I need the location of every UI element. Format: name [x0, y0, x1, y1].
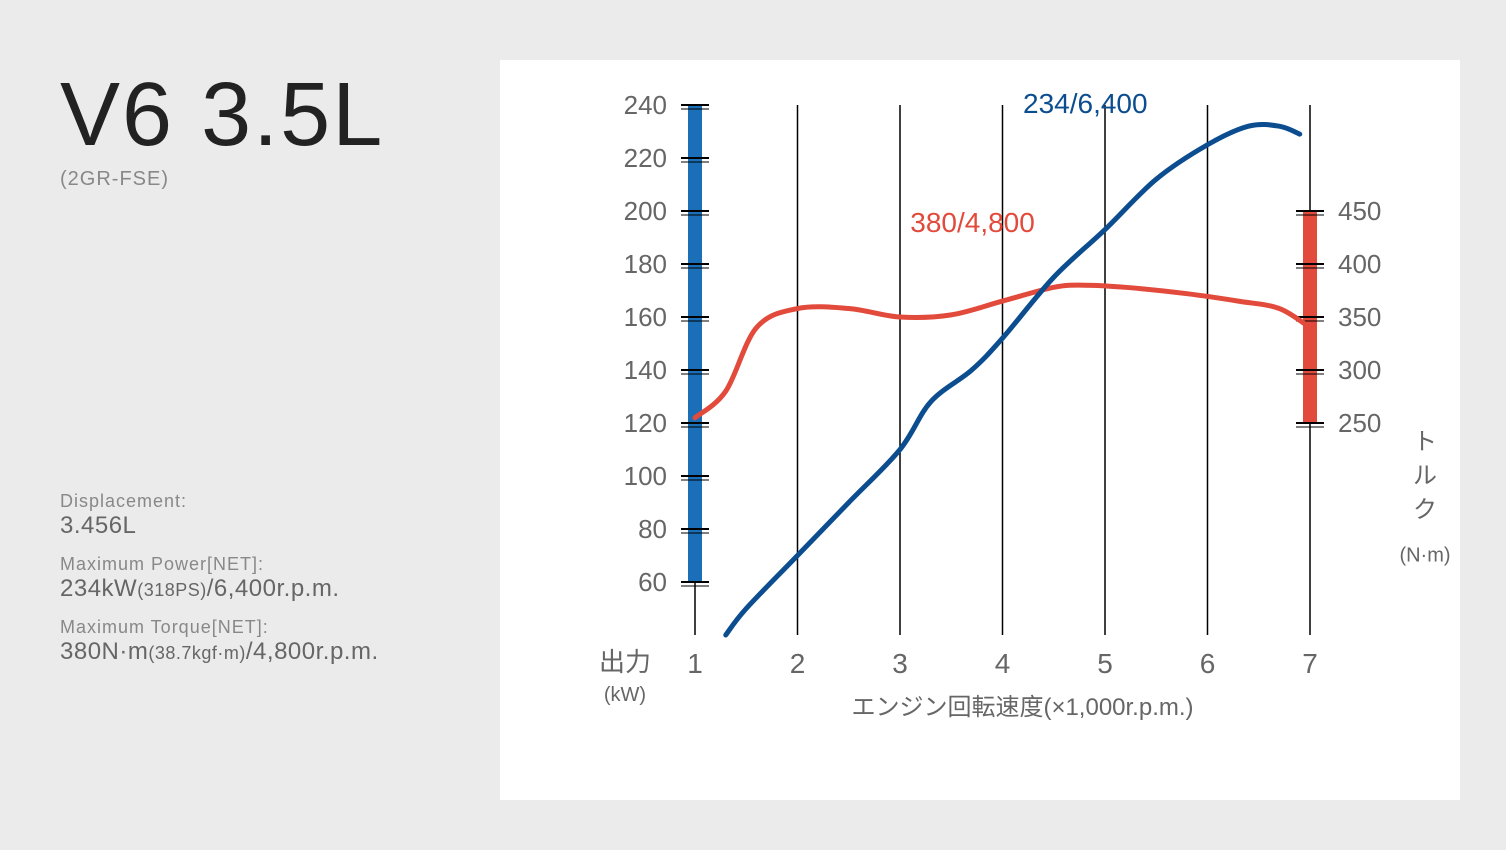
torque-value-main: 380N·m	[60, 638, 148, 665]
torque-value-paren: (38.7kgf·m)	[148, 643, 246, 663]
svg-text:エンジン回転速度(×1,000r.p.m.): エンジン回転速度(×1,000r.p.m.)	[851, 694, 1193, 721]
svg-text:220: 220	[624, 143, 667, 173]
power-value-paren: (318PS)	[137, 580, 207, 600]
displacement-value: 3.456L	[60, 512, 480, 540]
torque-label: Maximum Torque[NET]:	[60, 617, 480, 638]
svg-text:350: 350	[1338, 302, 1381, 332]
engine-title: V6 3.5L	[60, 70, 480, 160]
svg-text:3: 3	[892, 648, 908, 679]
svg-text:ト: ト	[1413, 429, 1437, 456]
svg-text:ク: ク	[1413, 497, 1437, 524]
svg-text:(N·m): (N·m)	[1399, 545, 1450, 567]
svg-text:160: 160	[624, 302, 667, 332]
svg-text:4: 4	[995, 648, 1011, 679]
svg-text:6: 6	[1200, 648, 1216, 679]
svg-text:180: 180	[624, 249, 667, 279]
svg-text:ル: ル	[1413, 463, 1437, 490]
svg-text:234/6,400: 234/6,400	[1023, 88, 1148, 119]
info-panel: V6 3.5L (2GR-FSE) Displacement: 3.456L M…	[60, 70, 480, 666]
svg-text:60: 60	[638, 567, 667, 597]
svg-text:100: 100	[624, 461, 667, 491]
svg-text:400: 400	[1338, 249, 1381, 279]
svg-text:140: 140	[624, 355, 667, 385]
svg-text:1: 1	[687, 648, 703, 679]
svg-text:450: 450	[1338, 196, 1381, 226]
svg-text:300: 300	[1338, 355, 1381, 385]
power-torque-chart: 1 2 3 4 5 6 7 エンジン回転速度(×1,000r.p.m.) 60 80 100 120 1…	[500, 60, 1460, 800]
torque-value: 380N·m(38.7kgf·m)/4,800r.p.m.	[60, 638, 480, 666]
svg-text:7: 7	[1302, 648, 1318, 679]
power-value-rpm: /6,400r.p.m.	[207, 575, 340, 602]
svg-text:(kW): (kW)	[604, 684, 646, 706]
chart-panel: 1 2 3 4 5 6 7 エンジン回転速度(×1,000r.p.m.) 60 80 100 120 1…	[500, 60, 1460, 800]
svg-text:240: 240	[624, 90, 667, 120]
svg-text:200: 200	[624, 196, 667, 226]
displacement-label: Displacement:	[60, 491, 480, 512]
svg-text:出力: 出力	[599, 647, 651, 677]
svg-text:5: 5	[1097, 648, 1113, 679]
svg-text:250: 250	[1338, 408, 1381, 438]
spec-list: Displacement: 3.456L Maximum Power[NET]:…	[60, 491, 480, 666]
svg-text:2: 2	[790, 648, 806, 679]
torque-value-rpm: /4,800r.p.m.	[246, 638, 379, 665]
power-value-main: 234kW	[60, 575, 137, 602]
svg-text:380/4,800: 380/4,800	[910, 207, 1035, 238]
power-value: 234kW(318PS)/6,400r.p.m.	[60, 575, 480, 603]
svg-text:80: 80	[638, 514, 667, 544]
engine-code: (2GR-FSE)	[60, 168, 480, 191]
svg-text:120: 120	[624, 408, 667, 438]
power-label: Maximum Power[NET]:	[60, 554, 480, 575]
